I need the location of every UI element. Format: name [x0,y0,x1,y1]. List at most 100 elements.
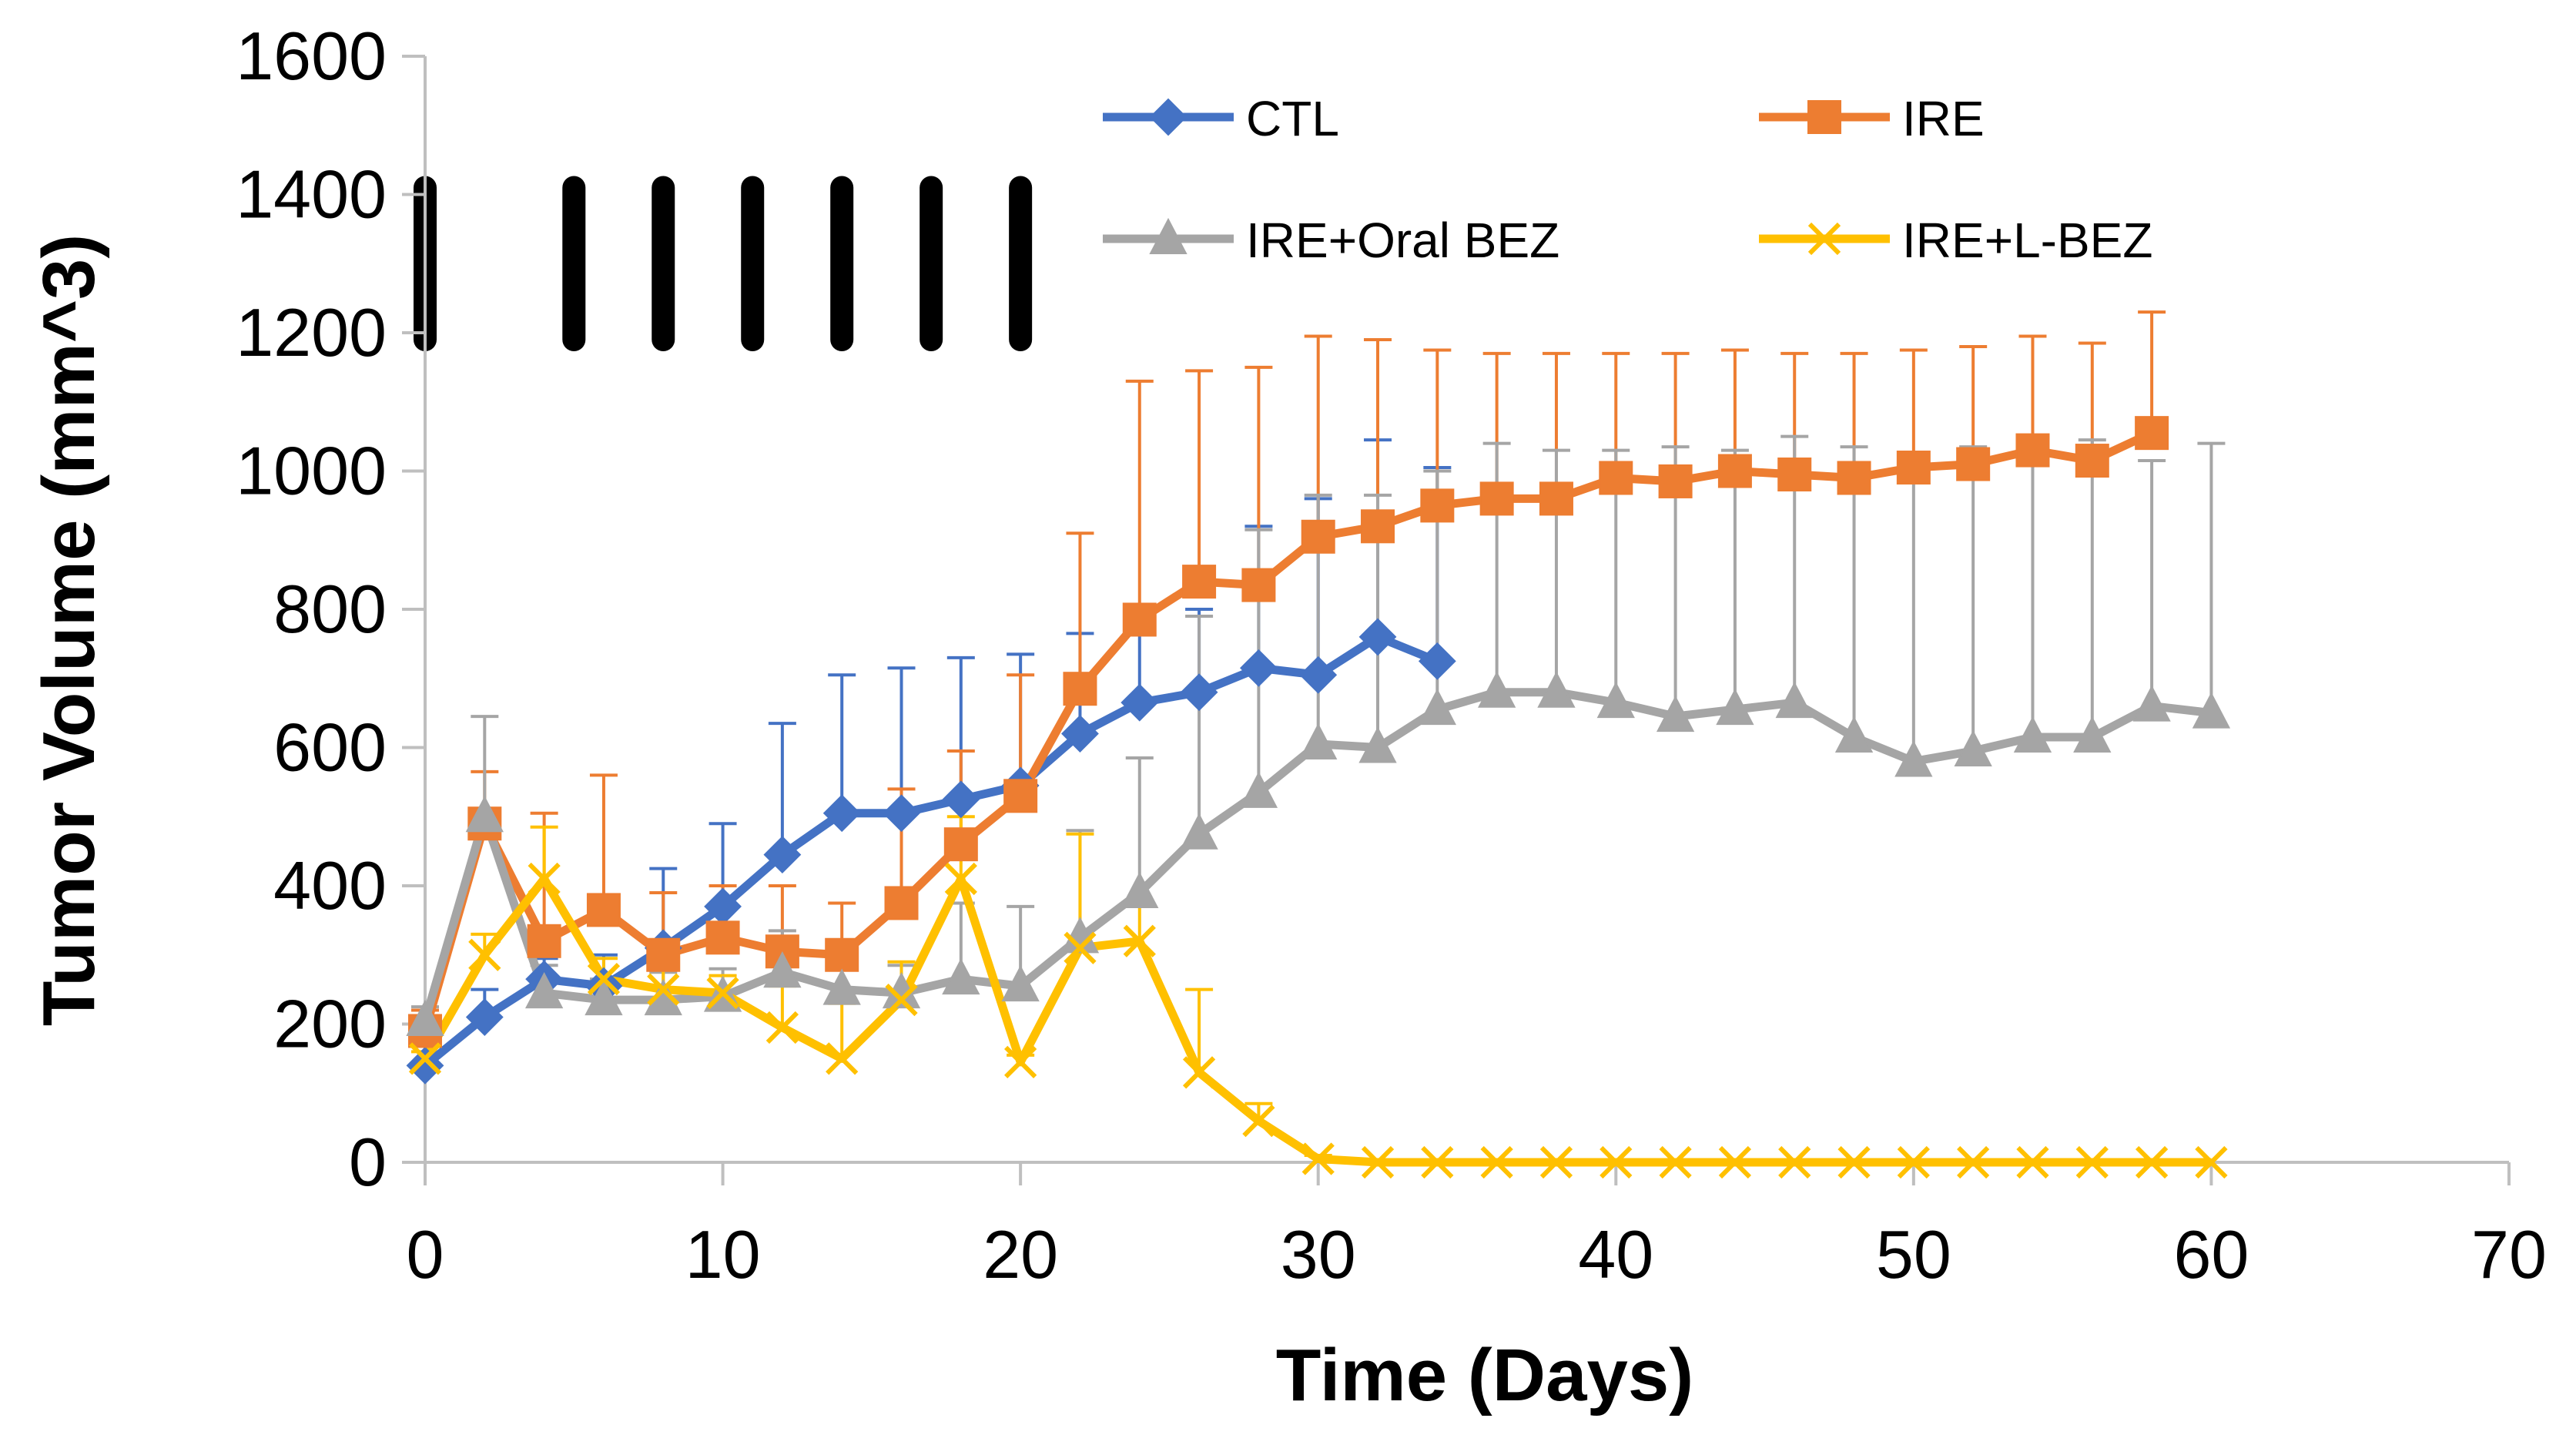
data-point-ire-oral-bez [822,968,861,1005]
data-point-ire-l-bez [2016,1145,2049,1179]
data-point-ire [1837,461,1871,495]
data-point-ire-l-bez [1480,1145,1513,1179]
legend-marker-ire-l-bez [1807,222,1841,256]
data-point-ire [1122,602,1157,637]
data-point-ire-l-bez [1718,1145,1752,1179]
axes: 0 200 400 600 800 1000 1200 1400 1600 0 10 20 30 40 50… [236,18,2547,1292]
data-point-ctl [406,1046,444,1085]
data-point-ire-l-bez [826,1042,859,1075]
data-point-ire [646,937,681,972]
data-point-ire [2075,444,2109,478]
x-tick-label: 70 [2471,1216,2547,1292]
data-point-ire [1241,568,1276,602]
y-tick-label: 800 [273,571,387,647]
data-point-ire-oral-bez [1060,917,1100,954]
legend-marker-ire-oral-bez [1149,217,1188,254]
data-point-ire-oral-bez [1180,813,1218,850]
data-point-ire [1182,565,1217,599]
data-point-ire-oral-bez [1834,716,1874,753]
data-point-ire-l-bez [1421,1145,1454,1179]
data-point-ire-oral-bez [2013,716,2052,753]
data-point-ire-l-bez [1301,1142,1335,1175]
data-point-ire-l-bez [1123,924,1156,957]
data-point-ire-oral-bez [1596,682,1635,719]
data-point-ire-l-bez [1897,1145,1930,1179]
data-point-ctl [1239,649,1278,687]
data-point-ire [884,886,919,920]
data-point-ire [1420,488,1455,523]
data-point-ire-l-bez [1182,1056,1216,1089]
x-axis-title: Time (Days) [1276,1334,1693,1417]
data-point-ire [1658,464,1693,498]
data-point-ire [1063,672,1097,706]
data-point-ire-l-bez [1064,931,1097,964]
data-point-ire-l-bez [1659,1145,1692,1179]
data-point-ire-oral-bez [1656,695,1695,733]
data-markers [406,416,2231,1179]
data-point-ctl [1299,655,1338,694]
data-point-ire-l-bez [528,862,561,896]
x-tick-label: 60 [2173,1216,2249,1292]
y-tick-label: 1000 [236,433,387,509]
x-tick-label: 20 [983,1216,1058,1292]
data-point-ire-l-bez [2135,1145,2169,1179]
data-point-ire [1479,481,1514,516]
data-point-ire-l-bez [885,983,918,1017]
data-point-ire [1361,509,1395,544]
legend: CTL IRE IRE+Oral BEZ IRE+L-BEZ [1103,91,2152,268]
y-tick-label: 600 [273,709,387,786]
data-point-ctl [1061,715,1099,753]
data-point-ctl [942,780,980,819]
y-tick-label: 1400 [236,156,387,233]
data-point-ire-oral-bez [763,951,802,988]
x-tick-label: 0 [407,1216,444,1292]
legend-label-ire-oral-bez: IRE+Oral BEZ [1246,213,1559,268]
data-point-ire-oral-bez [585,978,623,1016]
data-point-ire [1599,461,1633,495]
y-tick-label: 1600 [236,18,387,94]
data-point-ire [2135,416,2169,451]
data-point-ire [2015,433,2050,468]
data-point-ire-oral-bez [1418,688,1456,726]
legend-label-ire: IRE [1902,91,1985,146]
data-point-ire-oral-bez [2132,685,2171,722]
data-point-ire [586,893,621,927]
data-point-ire-oral-bez [2192,692,2231,729]
data-point-ctl [1418,642,1456,680]
x-tick-label: 40 [1578,1216,1653,1292]
data-point-ire-l-bez [1004,1045,1037,1078]
legend-marker-ire [1807,100,1841,134]
data-point-ire-oral-bez [1239,771,1278,808]
data-point-ire-l-bez [408,1042,442,1075]
data-point-ire-l-bez [1539,1145,1573,1179]
data-point-ire-l-bez [1957,1145,1990,1179]
data-point-ire-l-bez [2195,1145,2228,1179]
data-point-ire [1717,454,1752,488]
data-point-ire-oral-bez [1121,871,1159,908]
data-point-ire-oral-bez [1478,671,1516,708]
data-point-ire [825,937,859,972]
data-point-ire-oral-bez [1954,729,1992,766]
y-tick-label: 1200 [236,294,387,370]
data-point-ire-oral-bez [465,796,504,833]
data-point-ctl [1121,683,1159,722]
data-point-ire-l-bez [1778,1145,1811,1179]
data-point-ire [1777,457,1812,491]
data-point-ctl [763,836,802,874]
data-point-ctl [1180,673,1218,712]
data-point-ire-l-bez [765,1011,799,1044]
y-axis-title: Tumor Volume (mm^3) [28,234,110,1027]
data-point-ire-oral-bez [406,999,444,1037]
data-point-ire-l-bez [1242,1105,1275,1138]
data-point-ire-oral-bez [1358,726,1397,763]
data-point-ire [1301,519,1335,554]
data-point-ire [527,924,561,958]
data-point-ire-l-bez [587,963,621,996]
data-point-ire-l-bez [647,973,680,1006]
data-point-ire-oral-bez [1299,722,1338,760]
data-point-ire-oral-bez [1537,671,1576,708]
x-tick-label: 10 [685,1216,761,1292]
y-tick-label: 200 [273,986,387,1062]
legend-label-ctl: CTL [1246,91,1339,146]
